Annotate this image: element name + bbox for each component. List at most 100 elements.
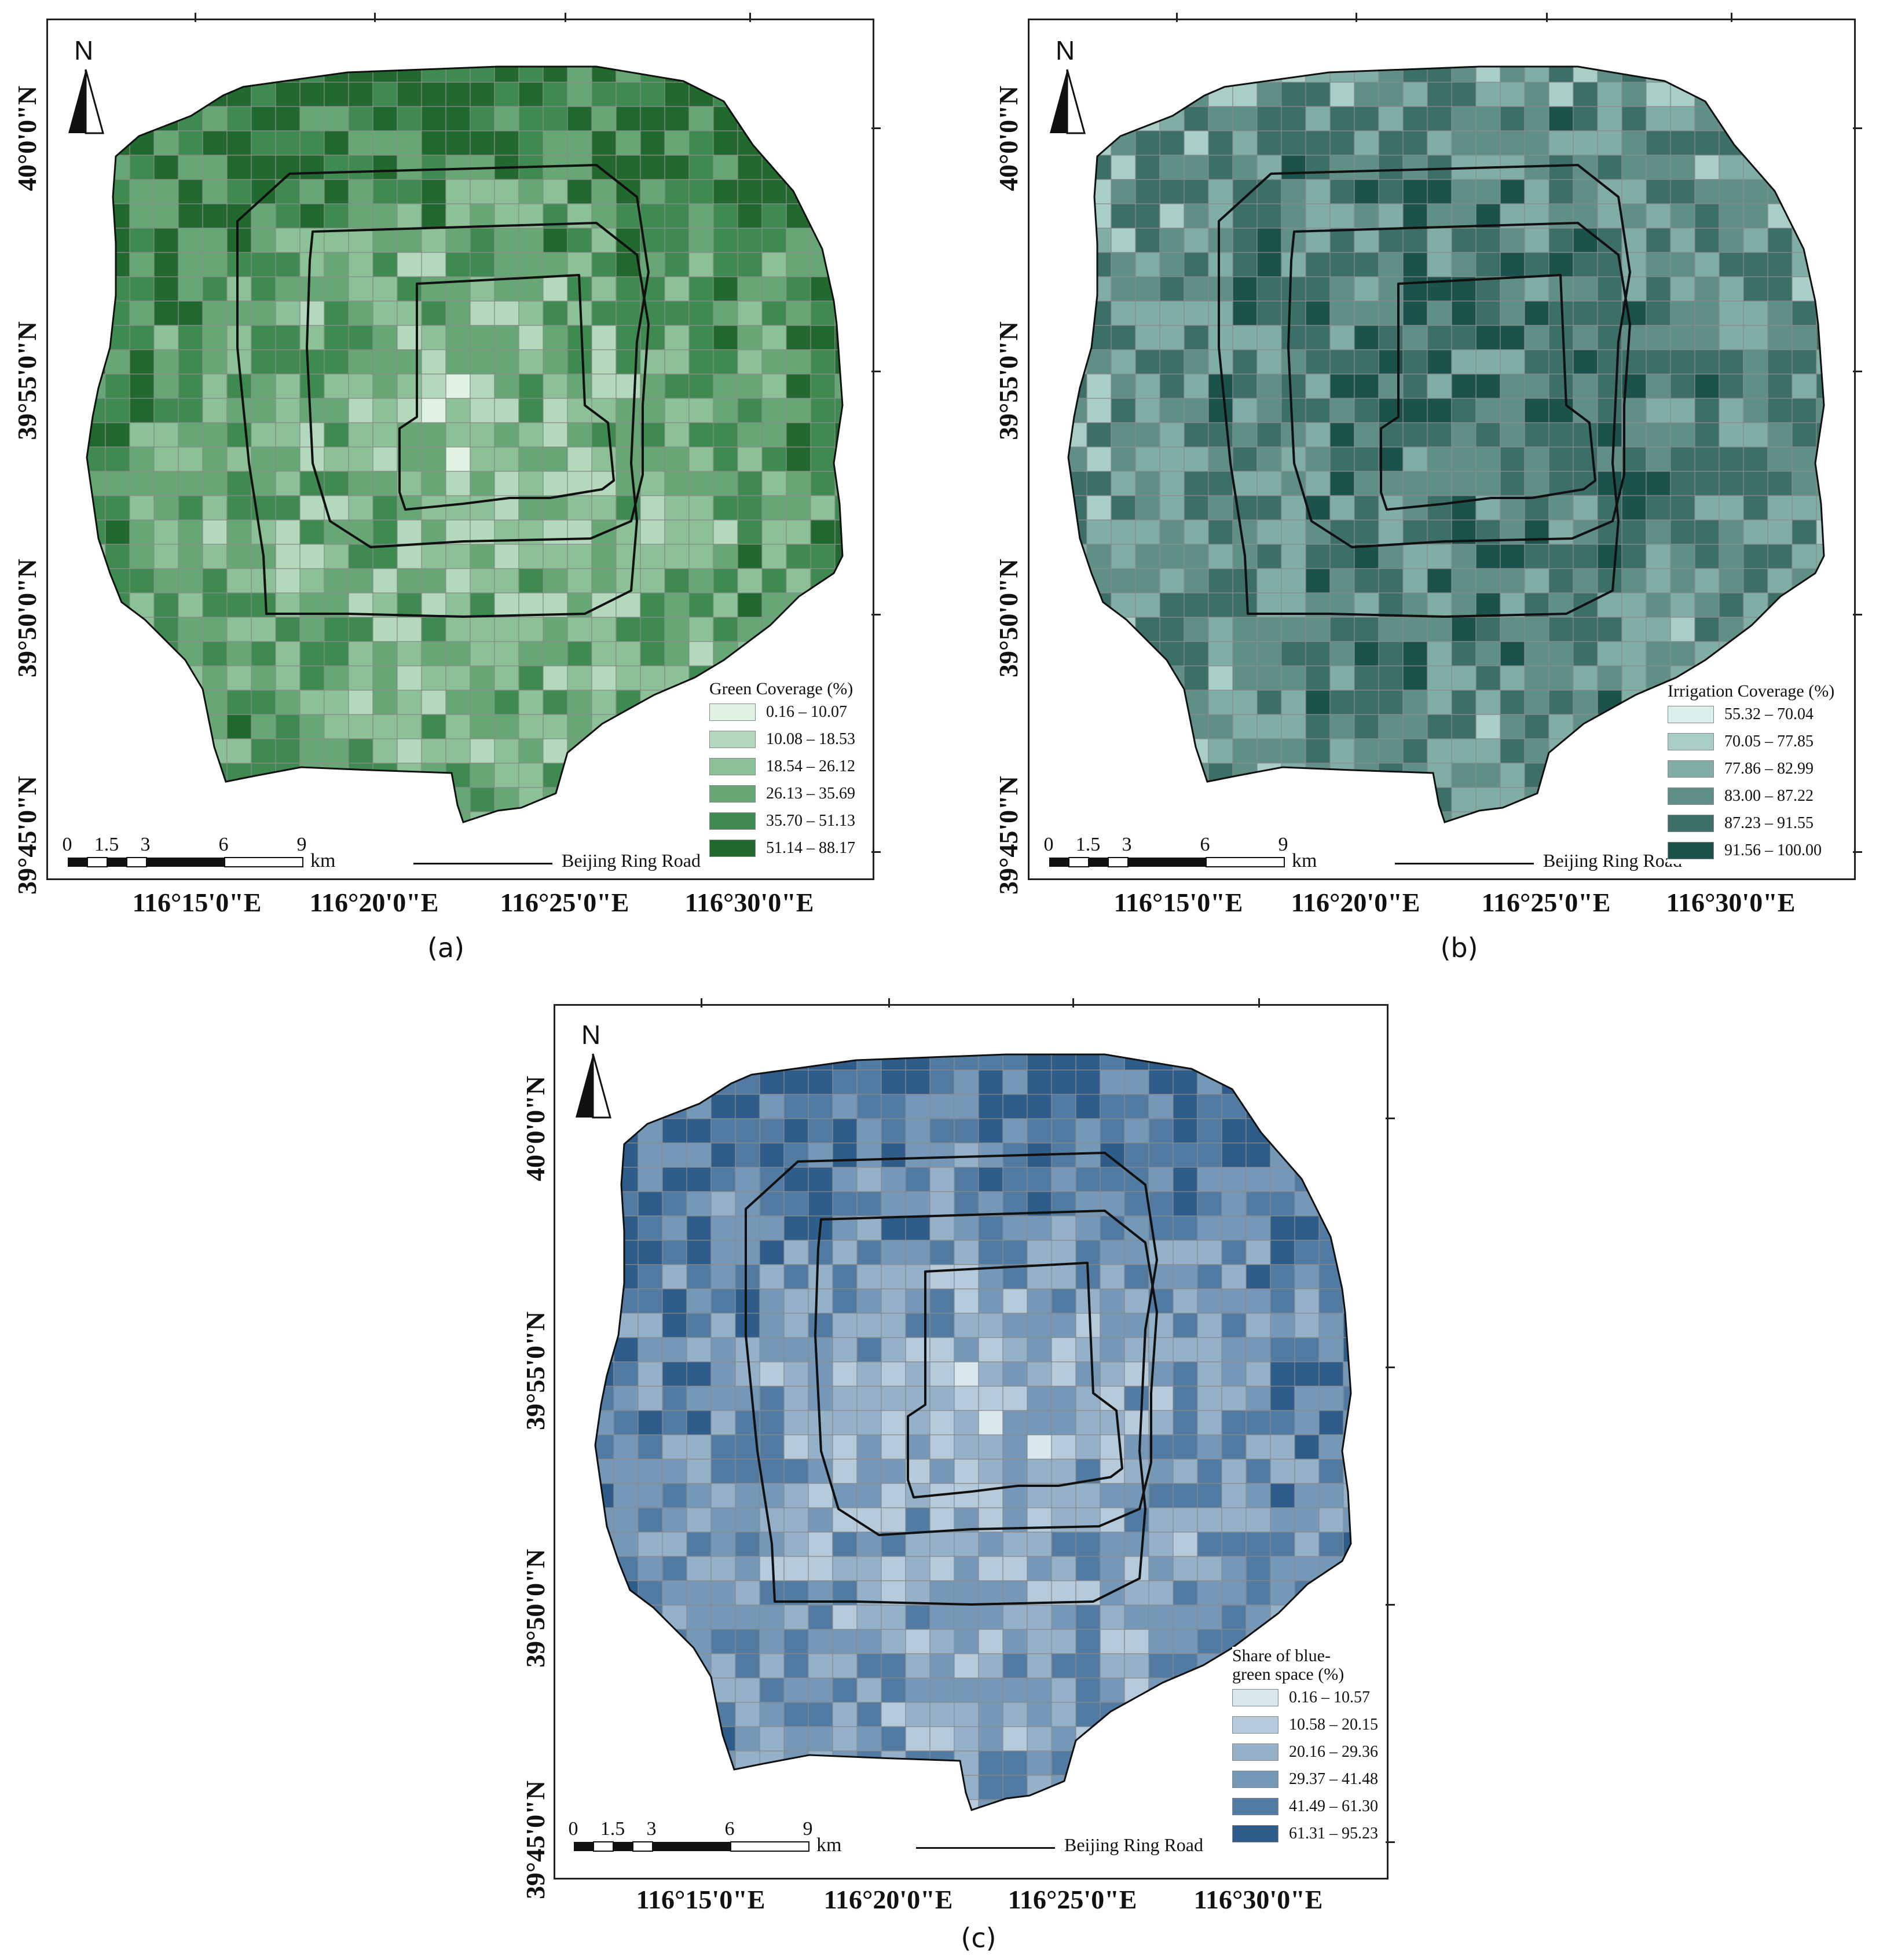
- grid-cell: [688, 203, 714, 229]
- grid-cell: [1100, 1653, 1125, 1679]
- grid-cell: [686, 1167, 712, 1192]
- grid-cell: [1475, 592, 1501, 618]
- grid-cell: [1719, 641, 1744, 666]
- grid-cell: [783, 1264, 809, 1289]
- grid-cell: [1184, 398, 1209, 423]
- grid-cell: [978, 1580, 1003, 1606]
- grid-cell: [1124, 1604, 1149, 1630]
- grid-cell: [129, 301, 155, 326]
- grid-cell: [1354, 155, 1379, 180]
- grid-cell: [202, 544, 228, 569]
- grid-cell: [1343, 1215, 1351, 1241]
- grid-cell: [638, 1653, 663, 1679]
- grid-cell: [518, 738, 544, 764]
- grid-cell: [226, 714, 252, 739]
- grid-cell: [1197, 1240, 1222, 1265]
- grid-cell: [324, 690, 349, 715]
- grid-cell: [954, 1580, 979, 1606]
- grid-cell: [710, 1264, 736, 1289]
- grid-cell: [1573, 495, 1598, 521]
- grid-cell: [251, 373, 276, 399]
- grid-cell: [397, 568, 422, 594]
- grid-cell: [688, 471, 714, 496]
- grid-cell: [783, 1750, 809, 1776]
- grid-cell: [1148, 1653, 1174, 1679]
- grid-cell: [1221, 1118, 1247, 1144]
- ring-road: [398, 274, 615, 511]
- grid-cell: [1548, 179, 1574, 204]
- grid-cell: [1086, 495, 1112, 521]
- grid-cell: [543, 617, 568, 642]
- grid-cell: [783, 1556, 809, 1581]
- grid-cell: [1597, 130, 1622, 156]
- grid-cell: [1270, 1240, 1295, 1265]
- grid-cell: [348, 714, 373, 739]
- grid-cell: [1111, 690, 1136, 715]
- grid-cell: [616, 130, 641, 156]
- grid-cell: [664, 203, 690, 229]
- grid-cell: [202, 252, 228, 277]
- grid-cell: [1402, 398, 1428, 423]
- grid-cell: [1343, 1386, 1351, 1411]
- grid-cell: [662, 1702, 687, 1727]
- grid-cell: [1670, 373, 1695, 399]
- grid-cell: [1173, 1386, 1198, 1411]
- grid-cell: [1281, 82, 1306, 107]
- grid-cell: [664, 641, 690, 666]
- grid-cell: [445, 301, 471, 326]
- grid-cell: [640, 714, 665, 739]
- grid-cell: [1135, 67, 1160, 83]
- grid-cell: [595, 1580, 614, 1606]
- axis-tick: [1356, 13, 1357, 22]
- grid-cell: [1743, 325, 1768, 350]
- grid-cell: [978, 1604, 1003, 1630]
- x-axis-label: 116°25'0"E: [500, 888, 629, 917]
- grid-cell: [1427, 301, 1452, 326]
- grid-cell: [105, 398, 130, 423]
- grid-cell: [810, 544, 836, 569]
- grid-cell: [1621, 130, 1647, 156]
- y-axis-label: 39°45'0"N: [12, 776, 42, 895]
- grid-cell: [1232, 203, 1258, 229]
- grid-cell: [421, 471, 446, 496]
- grid-cell: [1719, 544, 1744, 569]
- grid-cell: [251, 203, 276, 229]
- grid-cell: [1256, 82, 1282, 107]
- grid-cell: [954, 1629, 979, 1654]
- grid-cell: [1245, 1313, 1271, 1338]
- grid-cell: [1767, 203, 1793, 229]
- grid-cell: [372, 617, 398, 642]
- grid-cell: [1075, 1775, 1101, 1800]
- grid-cell: [1743, 106, 1768, 131]
- grid-cell: [1305, 155, 1331, 180]
- scale-bar-segments: [1049, 857, 1285, 867]
- legend-label: 91.56 – 100.00: [1724, 841, 1822, 859]
- grid-cell: [1184, 67, 1209, 83]
- grid-cell: [1027, 1240, 1052, 1265]
- grid-cell: [226, 67, 252, 83]
- grid-cell: [1354, 130, 1379, 156]
- grid-cell: [688, 617, 714, 642]
- grid-cell: [1075, 1604, 1101, 1630]
- grid-cell: [1451, 106, 1477, 131]
- grid-cell: [470, 738, 495, 764]
- grid-cell: [1500, 446, 1525, 472]
- grid-cell: [905, 1532, 930, 1557]
- grid-cell: [881, 1702, 906, 1727]
- grid-cell: [616, 82, 641, 107]
- grid-cell: [178, 617, 203, 642]
- study-area-boundary: [1067, 65, 1825, 823]
- grid-cell: [105, 738, 130, 764]
- grid-cell: [591, 130, 617, 156]
- grid-cell: [1694, 155, 1720, 180]
- grid-cell: [595, 1507, 614, 1533]
- grid-cell: [595, 1142, 614, 1168]
- grid-cell: [518, 690, 544, 715]
- grid-cell: [856, 1410, 882, 1435]
- grid-cell: [662, 1629, 687, 1654]
- grid-cell: [1451, 179, 1477, 204]
- grid-cell: [1232, 665, 1258, 691]
- grid-cell: [1318, 1483, 1344, 1508]
- grid-cell: [1197, 1799, 1222, 1810]
- grid-cell: [834, 276, 842, 302]
